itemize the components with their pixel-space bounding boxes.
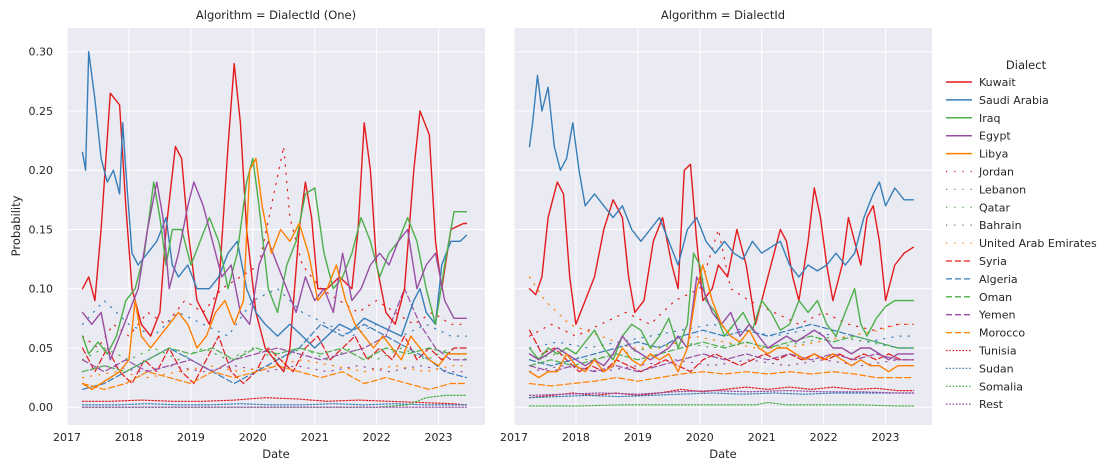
legend-items: Kuwait Saudi Arabia Iraq Egypt Libya Jordan Le… — [946, 76, 1097, 411]
series-line-libya — [528, 264, 915, 379]
x-tick-label: 2017 — [500, 431, 528, 444]
right-panel-x-axis-label: Date — [709, 447, 737, 461]
legend-label-rest: Rest — [979, 398, 1004, 411]
series-line-yemen — [528, 353, 914, 373]
series-line-iraq — [528, 252, 915, 361]
series-line-jordan — [81, 145, 467, 349]
right-panel-series — [528, 74, 915, 407]
y-tick-label: 0.20 — [29, 164, 54, 177]
x-tick-label: 2021 — [748, 431, 776, 444]
series-line-lebanon — [528, 323, 914, 349]
series-line-uae — [81, 359, 467, 379]
legend-label-jordan: Jordan — [978, 166, 1014, 179]
series-line-rest — [528, 390, 914, 396]
legend: Dialect Kuwait Saudi Arabia Iraq Egypt Libya… — [946, 58, 1097, 411]
legend-label-morocco: Morocco — [979, 327, 1025, 340]
x-tick-label: 2020 — [239, 431, 267, 444]
legend-label-iraq: Iraq — [979, 112, 1001, 125]
x-tick-label: 2018 — [115, 431, 143, 444]
series-line-kuwait — [528, 163, 915, 325]
legend-label-algeria: Algeria — [979, 273, 1018, 286]
legend-label-uae: United Arab Emirates — [979, 237, 1097, 250]
series-line-oman — [81, 347, 467, 373]
x-tick-label: 2018 — [562, 431, 590, 444]
y-tick-label: 0.00 — [29, 401, 54, 414]
series-line-libya — [81, 157, 468, 391]
series-line-tunisia — [81, 397, 467, 406]
y-tick-label: 0.05 — [29, 342, 54, 355]
series-line-egypt — [81, 181, 468, 361]
y-tick-label: 0.30 — [29, 46, 54, 59]
series-line-morocco — [528, 371, 914, 387]
legend-label-saudi: Saudi Arabia — [979, 94, 1049, 107]
legend-label-somalia: Somalia — [979, 380, 1023, 393]
right-panel-grid — [513, 28, 932, 425]
series-line-saudi — [81, 51, 468, 349]
x-tick-label: 2017 — [53, 431, 81, 444]
legend-label-yemen: Yemen — [978, 309, 1016, 322]
legend-label-egypt: Egypt — [979, 130, 1011, 143]
x-tick-label: 2019 — [177, 431, 205, 444]
series-line-sudan — [528, 392, 914, 399]
y-axis-label: Probability — [9, 195, 23, 256]
x-tick-label: 2020 — [686, 431, 714, 444]
x-tick-label: 2022 — [810, 431, 838, 444]
legend-label-lebanon: Lebanon — [979, 183, 1026, 196]
right-panel-x-ticks: 2017 2018 2019 2020 2021 2022 2023 — [500, 431, 900, 444]
series-line-jordan — [528, 228, 914, 337]
legend-label-sudan: Sudan — [979, 362, 1014, 375]
series-line-syria — [528, 329, 914, 373]
y-tick-label: 0.15 — [29, 223, 54, 236]
left-panel-x-ticks: 2017 2018 2019 2020 2021 2022 2023 — [53, 431, 453, 444]
y-tick-label: 0.10 — [29, 283, 54, 296]
legend-label-libya: Libya — [979, 148, 1008, 161]
legend-label-qatar: Qatar — [979, 201, 1010, 214]
series-line-tunisia — [528, 386, 914, 399]
series-line-lebanon — [81, 288, 467, 337]
series-line-syria — [81, 335, 467, 385]
series-line-morocco — [81, 365, 467, 390]
x-tick-label: 2023 — [425, 431, 453, 444]
legend-label-bahrain: Bahrain — [979, 219, 1022, 232]
left-panel-title: Algorithm = DialectId (One) — [196, 8, 356, 22]
series-line-qatar — [528, 335, 914, 361]
y-tick-label: 0.25 — [29, 105, 54, 118]
left-panel-x-axis-label: Date — [262, 447, 290, 461]
legend-label-kuwait: Kuwait — [979, 76, 1016, 89]
series-line-somalia — [528, 401, 914, 407]
x-tick-label: 2023 — [872, 431, 900, 444]
legend-label-oman: Oman — [979, 291, 1012, 304]
legend-label-syria: Syria — [979, 255, 1007, 268]
right-panel: 2017 2018 2019 2020 2021 2022 2023 Algorithm =… — [500, 8, 932, 461]
series-line-kuwait — [81, 62, 468, 373]
x-tick-label: 2022 — [363, 431, 391, 444]
left-panel-series — [81, 51, 468, 408]
x-tick-label: 2021 — [301, 431, 329, 444]
series-line-yemen — [81, 288, 467, 373]
series-line-saudi — [528, 74, 915, 278]
series-line-uae — [528, 276, 914, 349]
right-panel-title: Algorithm = DialectId — [661, 8, 785, 22]
series-line-algeria — [81, 323, 467, 390]
legend-title: Dialect — [1006, 58, 1047, 72]
series-line-sudan — [81, 403, 467, 406]
left-panel: 2017 2018 2019 2020 2021 2022 2023 0.00 0.05 0.1… — [9, 8, 485, 461]
legend-label-tunisia: Tunisia — [978, 345, 1017, 358]
left-panel-y-ticks: 0.00 0.05 0.10 0.15 0.20 0.25 0.30 — [29, 46, 54, 415]
series-line-bahrain — [528, 359, 914, 373]
x-tick-label: 2019 — [624, 431, 652, 444]
